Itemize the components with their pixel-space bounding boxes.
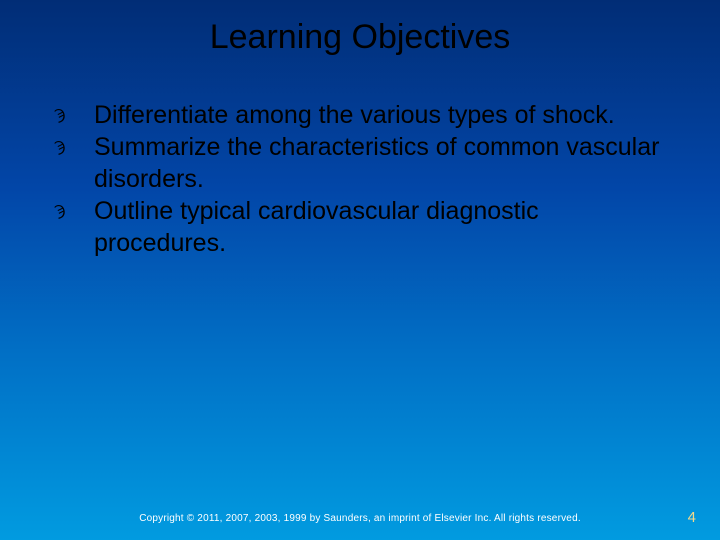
- bullet-icon: Ϡ: [50, 195, 94, 221]
- bullet-list: Ϡ Differentiate among the various types …: [50, 99, 670, 259]
- slide-title: Learning Objectives: [0, 0, 720, 57]
- page-number: 4: [688, 509, 696, 526]
- bullet-text: Outline typical cardiovascular diagnosti…: [94, 195, 670, 259]
- bullet-icon: Ϡ: [50, 99, 94, 125]
- slide-content: Ϡ Differentiate among the various types …: [0, 57, 720, 259]
- bullet-text: Differentiate among the various types of…: [94, 99, 670, 131]
- list-item: Ϡ Summarize the characteristics of commo…: [50, 131, 670, 195]
- slide: Learning Objectives Ϡ Differentiate amon…: [0, 0, 720, 540]
- bullet-icon: Ϡ: [50, 131, 94, 157]
- bullet-text: Summarize the characteristics of common …: [94, 131, 670, 195]
- list-item: Ϡ Differentiate among the various types …: [50, 99, 670, 131]
- list-item: Ϡ Outline typical cardiovascular diagnos…: [50, 195, 670, 259]
- copyright-text: Copyright © 2011, 2007, 2003, 1999 by Sa…: [0, 513, 720, 524]
